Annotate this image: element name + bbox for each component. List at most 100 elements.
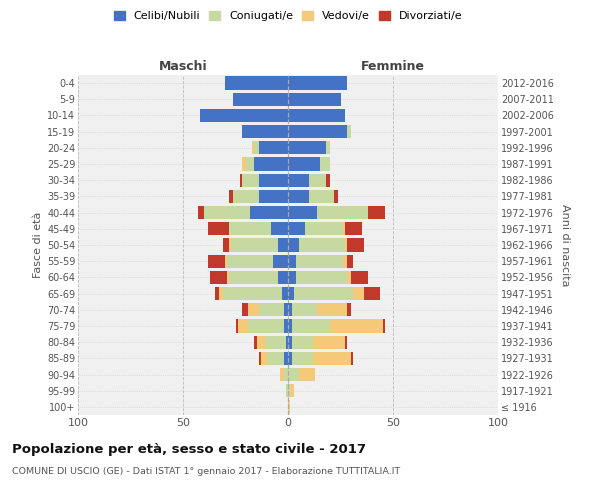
Bar <box>274 254 288 268</box>
Bar <box>229 270 277 284</box>
Bar <box>242 303 248 316</box>
Bar <box>351 270 368 284</box>
Bar <box>235 320 238 332</box>
Bar <box>225 76 288 90</box>
Text: Femmine: Femmine <box>361 60 425 72</box>
Bar <box>292 352 313 365</box>
Bar <box>309 190 334 203</box>
Bar <box>305 222 343 235</box>
Bar <box>296 270 347 284</box>
Bar <box>347 238 364 252</box>
Bar <box>197 206 204 220</box>
Bar <box>288 109 345 122</box>
Bar <box>288 336 292 349</box>
Bar <box>292 303 317 316</box>
Bar <box>265 336 286 349</box>
Bar <box>317 303 347 316</box>
Bar <box>296 254 343 268</box>
Bar <box>242 125 288 138</box>
Bar <box>288 222 305 235</box>
Bar <box>288 174 309 187</box>
Bar <box>252 141 254 154</box>
Bar <box>208 254 225 268</box>
Y-axis label: Anni di nascita: Anni di nascita <box>560 204 571 286</box>
Bar <box>259 190 288 203</box>
Bar <box>233 190 259 203</box>
Y-axis label: Fasce di età: Fasce di età <box>32 212 43 278</box>
Bar <box>250 206 288 220</box>
Bar <box>364 287 380 300</box>
Bar <box>295 287 353 300</box>
Bar <box>334 190 338 203</box>
Bar <box>259 141 288 154</box>
Bar <box>257 336 265 349</box>
Bar <box>248 320 284 332</box>
Bar <box>254 158 288 170</box>
Bar <box>292 336 313 349</box>
Bar <box>284 352 288 365</box>
Bar <box>242 174 259 187</box>
Bar <box>288 206 317 220</box>
Bar <box>343 222 345 235</box>
Bar <box>288 320 292 332</box>
Bar <box>313 336 344 349</box>
Bar <box>288 190 309 203</box>
Bar <box>347 125 351 138</box>
Bar <box>242 158 246 170</box>
Text: Popolazione per età, sesso e stato civile - 2017: Popolazione per età, sesso e stato civil… <box>12 442 366 456</box>
Bar <box>288 384 290 398</box>
Bar <box>347 254 353 268</box>
Bar <box>225 254 227 268</box>
Bar <box>288 368 299 381</box>
Bar <box>254 141 259 154</box>
Bar <box>277 270 288 284</box>
Bar <box>292 320 330 332</box>
Bar <box>320 158 330 170</box>
Legend: Celibi/Nubili, Coniugati/e, Vedovi/e, Divorziati/e: Celibi/Nubili, Coniugati/e, Vedovi/e, Di… <box>113 10 463 21</box>
Bar <box>280 368 284 381</box>
Bar <box>215 287 218 300</box>
Bar <box>284 320 288 332</box>
Bar <box>238 320 248 332</box>
Bar <box>345 238 347 252</box>
Bar <box>288 287 295 300</box>
Bar <box>288 254 296 268</box>
Bar <box>326 141 330 154</box>
Bar <box>368 206 385 220</box>
Bar <box>288 158 320 170</box>
Bar <box>353 287 364 300</box>
Bar <box>345 336 347 349</box>
Bar <box>343 254 347 268</box>
Bar <box>288 352 292 365</box>
Bar <box>229 190 233 203</box>
Bar <box>271 222 288 235</box>
Bar <box>288 76 347 90</box>
Bar <box>259 303 284 316</box>
Bar <box>200 109 288 122</box>
Bar <box>204 206 250 220</box>
Bar <box>233 92 288 106</box>
Bar <box>223 238 229 252</box>
Bar <box>277 238 288 252</box>
Bar <box>299 368 316 381</box>
Bar <box>227 270 229 284</box>
Bar <box>246 158 254 170</box>
Bar <box>288 125 347 138</box>
Bar <box>229 238 232 252</box>
Bar <box>288 92 341 106</box>
Bar <box>286 336 288 349</box>
Bar <box>288 270 296 284</box>
Bar <box>313 352 351 365</box>
Bar <box>309 174 326 187</box>
Text: COMUNE DI USCIO (GE) - Dati ISTAT 1° gennaio 2017 - Elaborazione TUTTITALIA.IT: COMUNE DI USCIO (GE) - Dati ISTAT 1° gen… <box>12 468 400 476</box>
Bar <box>288 400 290 413</box>
Bar <box>223 287 282 300</box>
Bar <box>218 287 223 300</box>
Bar <box>284 303 288 316</box>
Bar <box>210 270 227 284</box>
Bar <box>208 222 229 235</box>
Bar <box>232 238 277 252</box>
Bar <box>267 352 284 365</box>
Bar <box>288 141 326 154</box>
Bar <box>288 303 292 316</box>
